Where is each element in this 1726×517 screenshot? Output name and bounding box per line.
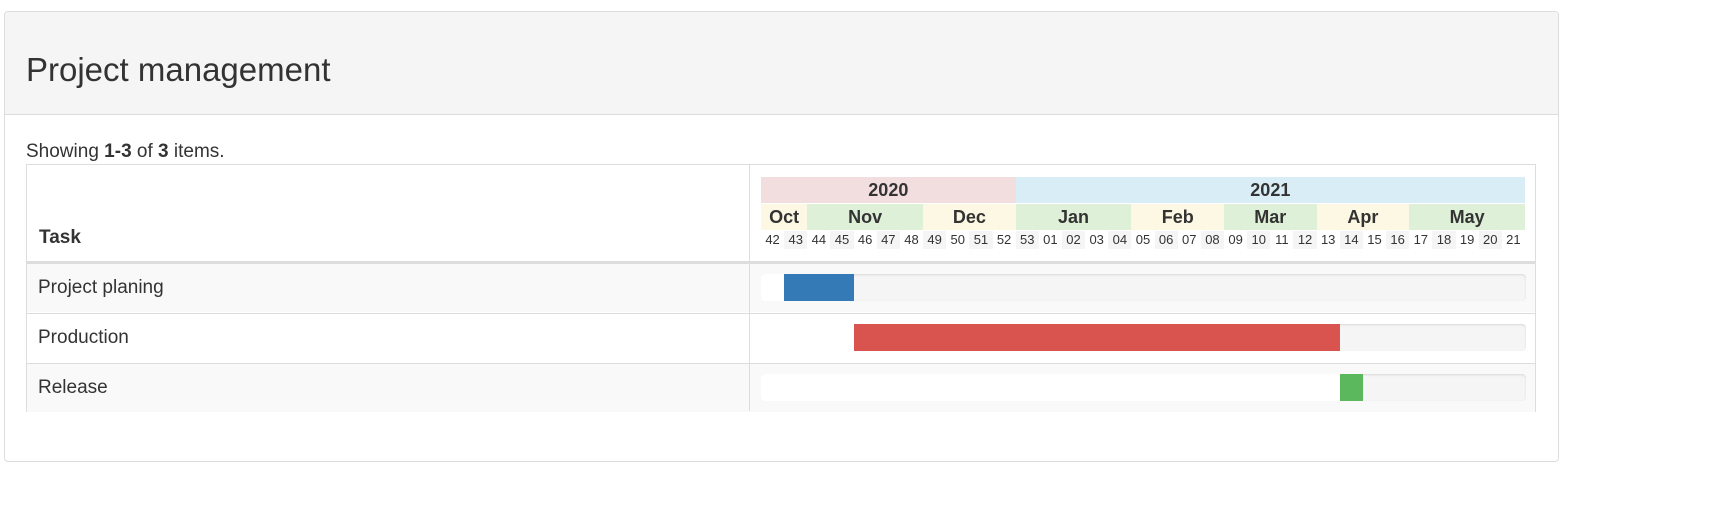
week-header-cell: 12 bbox=[1293, 231, 1317, 249]
track-offset bbox=[761, 374, 1340, 401]
month-header-cell: Dec bbox=[923, 204, 1016, 230]
task-duration-bar[interactable] bbox=[853, 324, 1340, 351]
week-header-cell: 51 bbox=[969, 231, 993, 249]
week-header-cell: 11 bbox=[1275, 232, 1289, 247]
week-header-cell: 02 bbox=[1061, 231, 1086, 249]
month-header-cell: Nov bbox=[807, 204, 924, 230]
header-divider bbox=[27, 261, 1535, 263]
week-header-cell: 16 bbox=[1386, 231, 1410, 249]
task-column-header[interactable]: Task bbox=[39, 227, 81, 248]
week-header-cell: 15 bbox=[1367, 232, 1382, 247]
week-header-cell: 08 bbox=[1200, 231, 1225, 249]
week-header-cell: 10 bbox=[1247, 231, 1271, 249]
month-header-cell: Oct bbox=[761, 204, 808, 230]
week-header-cell: 52 bbox=[996, 232, 1012, 247]
week-header-cell: 47 bbox=[876, 231, 900, 249]
week-header-cell: 01 bbox=[1043, 232, 1058, 247]
week-header-cell: 14 bbox=[1339, 231, 1363, 249]
task-duration-bar[interactable] bbox=[784, 274, 854, 301]
panel-heading: Project management bbox=[5, 12, 1558, 115]
week-header-cell: 44 bbox=[811, 232, 827, 247]
summary-middle: of bbox=[131, 141, 159, 162]
week-header-cell: 46 bbox=[857, 232, 873, 247]
progress-track bbox=[761, 324, 1526, 351]
results-summary: Showing 1-3 of 3 items. bbox=[26, 141, 225, 163]
column-divider bbox=[749, 165, 750, 411]
summary-total: 3 bbox=[158, 141, 169, 162]
month-header-cell: Apr bbox=[1316, 204, 1410, 230]
year-header-cell: 2020 bbox=[761, 177, 1016, 203]
week-header-cell: 04 bbox=[1108, 231, 1132, 249]
summary-prefix: Showing bbox=[26, 141, 105, 162]
week-header-cell: 13 bbox=[1320, 232, 1336, 247]
week-header-cell: 50 bbox=[950, 232, 965, 247]
table-row: Release bbox=[27, 363, 1535, 412]
project-panel: Project management Showing 1-3 of 3 item… bbox=[4, 11, 1559, 462]
week-header-cell: 48 bbox=[904, 232, 919, 247]
progress-track bbox=[761, 274, 1526, 301]
week-header-cell: 07 bbox=[1182, 232, 1197, 247]
task-name: Production bbox=[38, 327, 129, 348]
year-header-cell: 2021 bbox=[1015, 177, 1525, 203]
track-offset bbox=[761, 324, 854, 351]
week-header-cell: 19 bbox=[1459, 232, 1475, 247]
month-header-cell: Feb bbox=[1131, 204, 1225, 230]
week-header-cell: 03 bbox=[1089, 232, 1104, 247]
week-header-cell: 53 bbox=[1015, 231, 1039, 249]
task-name: Release bbox=[38, 377, 108, 398]
task-name: Project planing bbox=[38, 277, 164, 298]
week-header-cell: 20 bbox=[1478, 231, 1502, 249]
month-header-cell: Mar bbox=[1224, 204, 1317, 230]
task-duration-bar[interactable] bbox=[1339, 374, 1363, 401]
week-header-cell: 45 bbox=[830, 231, 854, 249]
week-header-cell: 17 bbox=[1413, 232, 1429, 247]
week-header-cell: 42 bbox=[765, 232, 780, 247]
week-header-cell: 43 bbox=[784, 231, 808, 249]
summary-suffix: items. bbox=[168, 141, 225, 162]
table-row: Project planing bbox=[27, 263, 1535, 312]
track-offset bbox=[761, 274, 785, 301]
table-row: Production bbox=[27, 313, 1535, 362]
week-header-cell: 06 bbox=[1154, 231, 1178, 249]
week-header-cell: 49 bbox=[923, 231, 947, 249]
progress-track bbox=[761, 374, 1526, 401]
summary-range: 1-3 bbox=[104, 141, 132, 162]
week-header-cell: 05 bbox=[1135, 232, 1151, 247]
month-header-cell: Jan bbox=[1015, 204, 1132, 230]
gantt-table: Task 2020 2021 Oct Nov Dec Jan Feb Mar Apr May 42 4… bbox=[26, 164, 1536, 412]
week-header-cell: 09 bbox=[1228, 232, 1243, 247]
week-header-cell: 18 bbox=[1432, 231, 1456, 249]
page-title: Project management bbox=[26, 51, 331, 88]
month-header-cell: May bbox=[1409, 204, 1525, 230]
week-header-cell: 21 bbox=[1506, 232, 1521, 247]
